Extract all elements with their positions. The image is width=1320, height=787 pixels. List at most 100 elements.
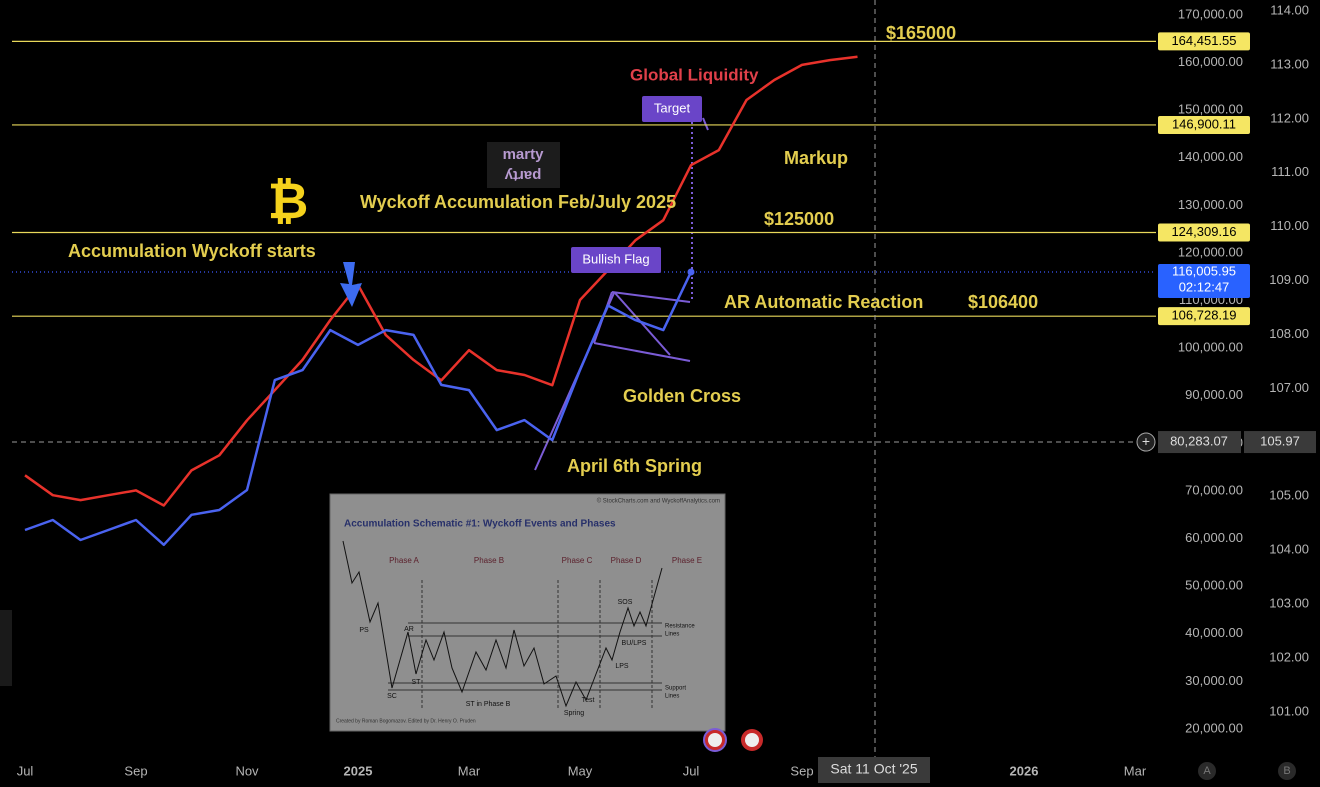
annotation: Accumulation Wyckoff starts [68, 241, 316, 261]
x-tick-label: Nov [235, 763, 259, 778]
event-icon [708, 733, 722, 747]
button[interactable]: A [1198, 762, 1216, 780]
phase-label: Phase D [611, 556, 642, 565]
event-label: LPS [615, 663, 629, 670]
y2-tick-label: 103.00 [1269, 596, 1309, 611]
side-handle [0, 610, 12, 686]
line-label: Support [665, 686, 686, 692]
x-tick-label: Mar [458, 763, 481, 778]
y2-tick-label: 114.00 [1270, 2, 1309, 17]
event-label: SC [387, 693, 397, 700]
crosshair-y2-box [1244, 431, 1316, 454]
last-price-box [1158, 264, 1250, 299]
x-tick-label: Jul [17, 763, 34, 778]
event-label: ST [412, 679, 422, 686]
level-label: 106,728.19 [1171, 308, 1236, 323]
y2-tick-label: 101.00 [1269, 703, 1309, 718]
x-tick-label: Sep [124, 763, 147, 778]
annotation: $125000 [764, 209, 834, 229]
event-label: ST in Phase B [466, 701, 511, 708]
annotation: Bullish Flag [582, 251, 649, 266]
x-tick-label: May [568, 763, 593, 778]
y-tick-label: 120,000.00 [1178, 244, 1243, 259]
y-tick-label: 70,000.00 [1185, 482, 1243, 497]
event-label: AR [404, 626, 414, 633]
inset-title: Accumulation Schematic #1: Wyckoff Event… [344, 519, 616, 530]
flag-bottom [593, 342, 691, 362]
series-line [24, 271, 693, 547]
y-tick-label: 150,000.00 [1178, 102, 1243, 117]
event-label: PS [359, 627, 369, 634]
button-circle [1278, 762, 1296, 780]
level-label: 124,309.16 [1171, 224, 1236, 239]
annotation: Markup [784, 148, 848, 168]
x-tick-label: Sep [790, 763, 813, 778]
annotation: April 6th Spring [567, 456, 702, 476]
level-box [1158, 115, 1250, 134]
countdown-label: 02:12:47 [1179, 279, 1230, 294]
level-label: 164,451.55 [1171, 33, 1236, 48]
y2-tick-label: 102.00 [1269, 650, 1309, 665]
crosshair-plus: + [1142, 433, 1150, 449]
y2-tick-label: 108.00 [1269, 326, 1309, 341]
y2-tick-label: 104.00 [1269, 542, 1309, 557]
annotation: $165000 [886, 23, 956, 43]
crosshair-add [1136, 432, 1156, 452]
last-price-label: 116,005.95 [1172, 263, 1236, 278]
level-box [1158, 223, 1250, 242]
y-tick-label: 60,000.00 [1185, 530, 1243, 545]
phase-label: Phase B [474, 556, 504, 565]
phase-label: Phase C [562, 556, 593, 565]
event-icon [745, 733, 759, 747]
y-tick-label: 170,000.00 [1178, 6, 1243, 21]
inset-credit: Created by Roman Bogomazov. Edited by Dr… [336, 718, 476, 724]
y-tick-label: 90,000.00 [1185, 387, 1243, 402]
phase-label: Phase E [672, 556, 702, 565]
crosshair-y-box [1158, 431, 1241, 454]
y-tick-label: 30,000.00 [1185, 673, 1243, 688]
series-line [24, 55, 858, 507]
event-label: Test [582, 697, 595, 704]
button-label: B [1283, 765, 1290, 777]
annotation: Golden Cross [623, 386, 741, 406]
arrow [340, 262, 362, 307]
y-tick-label: 20,000.00 [1185, 720, 1243, 735]
annotation: $106400 [968, 292, 1038, 312]
event-label: SOS [618, 599, 633, 606]
event-icons [703, 728, 763, 752]
target-tick [702, 117, 709, 131]
bitcoin-symbol: ₿ [268, 173, 309, 229]
x-tick-label: Jul [683, 763, 700, 778]
crosshair-y-label: 80,283.07 [1170, 433, 1228, 448]
event-label: Spring [564, 710, 584, 717]
y-tick-label: 140,000.00 [1178, 149, 1243, 164]
logo-text: party [504, 167, 541, 184]
annotation: AR Automatic Reaction [724, 292, 923, 312]
x-tick-label: 2025 [344, 763, 373, 778]
line-label: Resistance [665, 624, 695, 630]
y-tick-label: 100,000.00 [1178, 340, 1243, 355]
button-label: A [1203, 765, 1211, 777]
x-tick-label: 2026 [1010, 763, 1039, 778]
phase-label: Phase A [389, 556, 419, 565]
x-tick-label: Mar [1124, 763, 1147, 778]
crosshair-x-label: Sat 11 Oct '25 [830, 761, 917, 777]
button[interactable]: B [1278, 762, 1296, 780]
logo-text: marty [503, 146, 545, 163]
y2-tick-label: 112.00 [1270, 110, 1309, 125]
y2-tick-label: 107.00 [1269, 380, 1309, 395]
annotation-box [642, 96, 702, 122]
y-tick-label: 40,000.00 [1185, 625, 1243, 640]
y-tick-label: 130,000.00 [1178, 197, 1243, 212]
y2-tick-label: 109.00 [1269, 272, 1309, 287]
inset [329, 493, 726, 732]
line-label: Lines [665, 632, 679, 638]
flag-diagonal [614, 292, 671, 356]
y2-tick-label: 113.00 [1270, 56, 1309, 71]
annotation: Wyckoff Accumulation Feb/July 2025 [360, 192, 676, 212]
button-circle [1198, 762, 1216, 780]
level-box [1158, 307, 1250, 326]
level-label: 146,900.11 [1172, 116, 1236, 131]
